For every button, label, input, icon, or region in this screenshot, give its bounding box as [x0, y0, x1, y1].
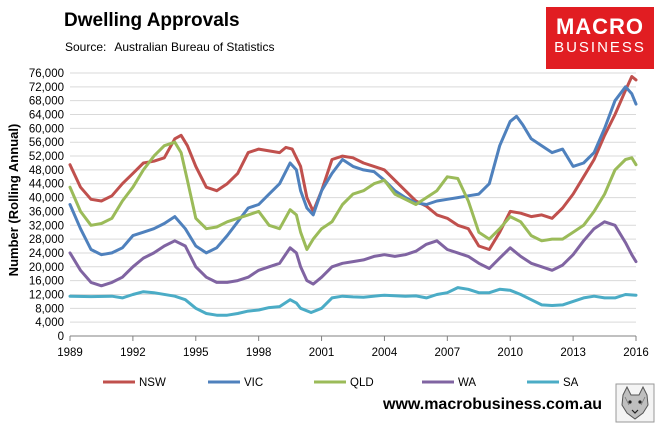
y-tick-label: 20,000	[29, 262, 64, 274]
y-tick-label: 12,000	[29, 289, 64, 301]
y-tick-label: 48,000	[29, 165, 64, 177]
source-line: Source: Australian Bureau of Statistics	[65, 40, 274, 54]
y-tick-label: 28,000	[29, 234, 64, 246]
macrobusiness-logo: MACRO BUSINESS	[546, 7, 654, 69]
y-tick-label: 44,000	[29, 179, 64, 191]
legend-label-wa: WA	[458, 377, 476, 389]
legend-label-sa: SA	[563, 377, 579, 389]
x-tick-label: 2010	[497, 347, 523, 359]
y-tick-label: 64,000	[29, 110, 64, 122]
x-tick-label: 1992	[120, 347, 146, 359]
series-line-vic	[68, 85, 638, 257]
x-tick-label: 2001	[309, 347, 335, 359]
logo-line2: BUSINESS	[554, 39, 646, 56]
series-line-nsw	[68, 75, 638, 251]
x-tick-label: 2016	[623, 347, 649, 359]
chart-title: Dwelling Approvals	[64, 10, 240, 31]
legend: NSW VIC QLD WA SA	[103, 377, 579, 389]
series-line-qld	[68, 140, 638, 251]
y-tick-label: 76,000	[29, 68, 64, 80]
x-tick-label: 1998	[246, 347, 272, 359]
legend-label-nsw: NSW	[139, 377, 166, 389]
series-line-sa	[68, 286, 638, 317]
website-url: www.macrobusiness.com.au	[383, 396, 603, 413]
y-axis-label: Number (Rolling Annual)	[6, 124, 21, 277]
source-label: Source:	[65, 40, 107, 54]
y-tick-label: 32,000	[29, 220, 64, 232]
x-tick-label: 1995	[183, 347, 209, 359]
y-tick-label: 8,000	[35, 303, 64, 315]
legend-label-qld: QLD	[350, 377, 374, 389]
y-tick-label: 36,000	[29, 206, 64, 218]
y-tick-label: 56,000	[29, 137, 64, 149]
x-tick-label: 2004	[372, 347, 398, 359]
source-value: Australian Bureau of Statistics	[114, 40, 275, 54]
y-tick-label: 72,000	[29, 82, 64, 94]
y-tick-label: 40,000	[29, 193, 64, 205]
y-tick-label: 0	[58, 331, 64, 343]
logo-line1: MACRO	[555, 14, 645, 39]
gridlines	[70, 72, 636, 323]
x-tick-label: 2007	[435, 347, 461, 359]
wolf-logo-icon	[615, 383, 655, 423]
y-tick-label: 4,000	[35, 317, 64, 329]
x-tick-labels: 1989 1992 1995 1998 2001 2004 2007 2010 2013 2016	[57, 347, 649, 359]
y-tick-label: 68,000	[29, 96, 64, 108]
axes	[69, 335, 637, 341]
series-line-wa	[68, 220, 638, 288]
x-tick-label: 2013	[560, 347, 586, 359]
y-tick-label: 24,000	[29, 248, 64, 260]
legend-label-vic: VIC	[244, 377, 263, 389]
series-lines	[68, 75, 638, 317]
y-tick-label: 60,000	[29, 123, 64, 135]
x-tick-label: 1989	[57, 347, 83, 359]
y-tick-label: 52,000	[29, 151, 64, 163]
y-tick-label: 16,000	[29, 276, 64, 288]
